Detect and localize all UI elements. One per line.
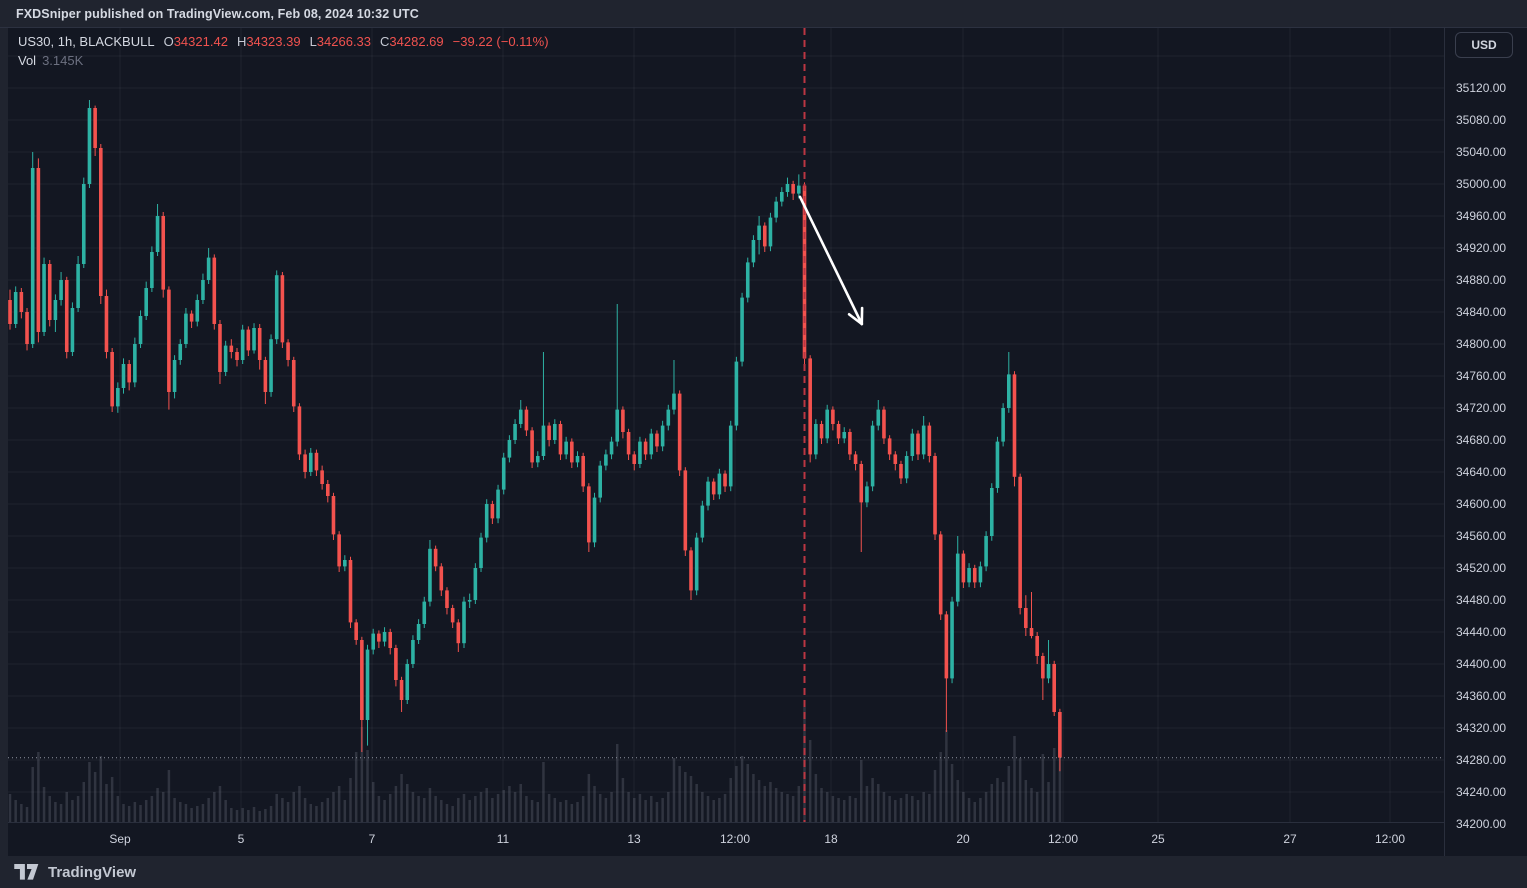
price-tick-label: 34880.00 <box>1456 273 1507 287</box>
time-tick-label: 5 <box>237 832 245 846</box>
price-tick-label: 34520.00 <box>1456 561 1507 575</box>
tradingview-logo-text: TradingView <box>48 863 137 881</box>
price-tick-label: 34400.00 <box>1456 657 1507 671</box>
price-tick-label: 34200.00 <box>1456 817 1507 831</box>
attribution-text: FXDSniper published on TradingView.com, … <box>16 6 419 21</box>
price-tick-label: 34720.00 <box>1456 401 1507 415</box>
time-tick-label: 20 <box>956 832 970 846</box>
time-tick-label: 12:00 <box>1047 832 1079 846</box>
time-axis[interactable]: Sep 5 7 11 13 12:00 18 20 12:00 25 27 12:00 <box>8 822 1444 856</box>
price-tick-label: 35120.00 <box>1456 81 1507 95</box>
price-tick-label: 34480.00 <box>1456 593 1507 607</box>
price-tick-label: 34320.00 <box>1456 721 1507 735</box>
price-tick-label: 34800.00 <box>1456 337 1507 351</box>
time-tick-label: 18 <box>824 832 838 846</box>
time-tick-label: 13 <box>627 832 641 846</box>
time-tick-label: 7 <box>368 832 376 846</box>
chart-plot-area[interactable]: US30, 1h, BLACKBULL O34321.42 H34323.39 L34… <box>8 28 1444 822</box>
time-tick-label: 27 <box>1283 832 1297 846</box>
price-tick-label: 34840.00 <box>1456 305 1507 319</box>
time-tick-label: 11 <box>496 832 510 846</box>
price-tick-label: 34600.00 <box>1456 497 1507 511</box>
time-tick-label: 25 <box>1151 832 1165 846</box>
tradingview-logo[interactable]: TradingView <box>14 863 137 881</box>
price-tick-label: 34680.00 <box>1456 433 1507 447</box>
price-tick-label: 35040.00 <box>1456 145 1507 159</box>
time-tick-label: 12:00 <box>719 832 751 846</box>
candlestick-chart[interactable] <box>8 28 1444 822</box>
footer-bar: TradingView <box>0 856 1527 888</box>
price-tick-label: 35000.00 <box>1456 177 1507 191</box>
price-tick-label: 34360.00 <box>1456 689 1507 703</box>
price-tick-label: 35080.00 <box>1456 113 1507 127</box>
time-tick-label: 12:00 <box>1374 832 1406 846</box>
price-tick-label: 34640.00 <box>1456 465 1507 479</box>
price-tick-label: 34760.00 <box>1456 369 1507 383</box>
price-tick-label: 34560.00 <box>1456 529 1507 543</box>
price-tick-label: 34920.00 <box>1456 241 1507 255</box>
price-axis[interactable]: USD 35120.00 35080.00 35040.00 35000.00 3496… <box>1444 28 1527 856</box>
price-tick-label: 34440.00 <box>1456 625 1507 639</box>
price-tick-label: 34960.00 <box>1456 209 1507 223</box>
currency-button[interactable]: USD <box>1455 32 1513 58</box>
time-tick-label: Sep <box>109 832 131 846</box>
price-tick-label: 34280.00 <box>1456 753 1507 767</box>
attribution-bar: FXDSniper published on TradingView.com, … <box>0 0 1527 28</box>
price-tick-label: 34240.00 <box>1456 785 1507 799</box>
chart-frame: US30, 1h, BLACKBULL O34321.42 H34323.39 L34… <box>8 28 1527 856</box>
tradingview-logo-icon <box>14 863 39 880</box>
